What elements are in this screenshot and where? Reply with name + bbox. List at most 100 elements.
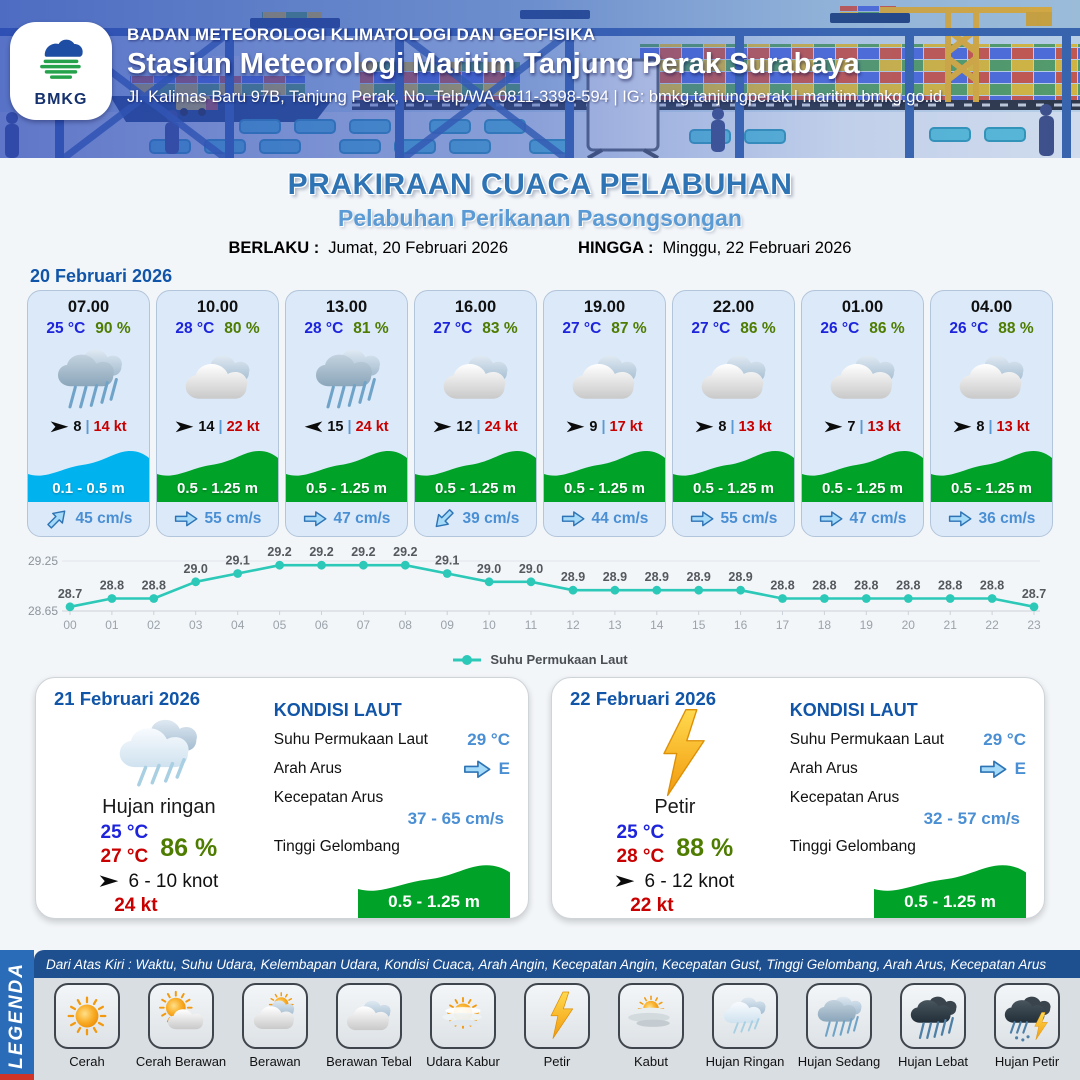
forecast-card-10.00: 10.00 28 °C 80 % 14 | 22 kt 0.5 - 1.25 m… (156, 290, 279, 537)
title-block: PRAKIRAAN CUACA PELABUHAN Pelabuhan Peri… (0, 158, 1080, 262)
legend-item: Berawan Tebal (322, 983, 416, 1076)
bmkg-logo-icon (40, 39, 83, 79)
divider: | (988, 419, 993, 435)
current-row: 44 cm/s (544, 502, 665, 536)
wave-height-value: 0.5 - 1.25 m (904, 891, 996, 911)
svg-text:18: 18 (818, 618, 832, 632)
wind-speed: 8 (73, 419, 82, 435)
air-temperature: 26 °C (949, 320, 989, 337)
legend-icon-box (994, 983, 1060, 1049)
divider: | (476, 419, 481, 435)
day-card-date: 22 Februari 2026 (570, 688, 717, 709)
day-weather-condition (570, 706, 780, 797)
wave-height-value: 0.5 - 1.25 m (435, 480, 516, 497)
legend-item-label: Berawan (249, 1054, 301, 1069)
wind-row: 9 | 17 kt (566, 419, 643, 435)
wind-speed: 12 (456, 419, 473, 435)
legend-note: Dari Atas Kiri : Waktu, Suhu Udara, Kele… (34, 950, 1080, 978)
svg-text:03: 03 (189, 618, 203, 632)
wave-shape (358, 864, 510, 918)
svg-text:29.25: 29.25 (28, 554, 58, 568)
svg-text:01: 01 (105, 618, 119, 632)
wind-row: 6 - 12 knot (570, 871, 780, 893)
weather-icon-berawan-tebal (443, 355, 507, 399)
current-dir-label: Arah Arus (789, 760, 858, 778)
valid-from-value: Jumat, 20 Februari 2026 (328, 239, 509, 257)
validity-dates: BERLAKU : Jumat, 20 Februari 2026 HINGGA… (0, 239, 1080, 258)
gust-speed: 13 kt (738, 419, 772, 435)
wave-shape (544, 451, 665, 502)
svg-text:08: 08 (399, 618, 413, 632)
svg-text:07: 07 (357, 618, 371, 632)
weather-condition (567, 339, 643, 417)
legend-item: Cerah Berawan (134, 983, 228, 1076)
current-direction-icon (463, 760, 491, 779)
legend-icon-box (54, 983, 120, 1049)
svg-text:28.8: 28.8 (938, 579, 962, 593)
svg-text:28.8: 28.8 (896, 579, 920, 593)
svg-text:21: 21 (944, 618, 958, 632)
chart-legend-marker-icon (453, 654, 482, 665)
weather-icon-kabut (628, 995, 670, 1027)
wind-direction-icon (954, 421, 972, 433)
svg-text:28.9: 28.9 (687, 570, 711, 584)
station-address: Jl. Kalimas Baru 97B, Tanjung Perak, No.… (127, 88, 943, 106)
current-speed-label: Kecepatan Arus (273, 788, 384, 806)
wave-height-value: 0.5 - 1.25 m (177, 480, 258, 497)
temp-min: 25 °C (616, 822, 665, 843)
legend-icon-box (900, 983, 966, 1049)
svg-text:28.9: 28.9 (645, 570, 669, 584)
wind-row: 12 | 24 kt (433, 419, 518, 435)
svg-text:11: 11 (525, 618, 538, 632)
legend-item: Petir (510, 983, 604, 1076)
forecast-card-19.00: 19.00 27 °C 87 % 9 | 17 kt 0.5 - 1.25 m … (543, 290, 666, 537)
weather-icon-berawan-tebal (959, 355, 1023, 399)
air-temperature: 28 °C (175, 320, 215, 337)
humidity: 90 % (95, 320, 131, 337)
wave-height-value: 0.5 - 1.25 m (306, 480, 387, 497)
weather-condition (954, 339, 1030, 417)
legend-icon-box (242, 983, 308, 1049)
weather-icon-hujan-petir (1004, 996, 1051, 1042)
wind-range: 6 - 10 knot (128, 870, 219, 892)
wind-speed: 8 (718, 419, 727, 435)
current-direction-icon (819, 511, 843, 527)
air-temperature: 27 °C (433, 320, 473, 337)
svg-text:22: 22 (985, 618, 999, 632)
svg-text:05: 05 (273, 618, 287, 632)
wind-direction-icon (176, 421, 194, 433)
agency-name: BADAN METEOROLOGI KLIMATOLOGI DAN GEOFIS… (127, 25, 596, 44)
temp-max: 27 °C (100, 845, 149, 867)
wind-row: 8 | 14 kt (50, 419, 127, 435)
humidity: 83 % (482, 320, 518, 337)
divider: | (730, 419, 735, 435)
legend-item: Kabut (604, 983, 698, 1076)
valid-to-label: HINGGA : (578, 239, 654, 257)
condition-name: Petir (654, 796, 696, 818)
current-dir-value: E (979, 759, 1026, 780)
wind-direction-icon (434, 421, 452, 433)
current-speed-value: 32 - 57 cm/s (923, 808, 1020, 828)
legend-item-label: Cerah (69, 1054, 105, 1069)
forecast-time: 04.00 (970, 298, 1013, 316)
wave-height: 0.5 - 1.25 m (544, 444, 665, 502)
current-row: 45 cm/s (28, 502, 149, 536)
wave-height-value: 0.5 - 1.25 m (693, 480, 774, 497)
wind-row: 6 - 10 knot (54, 871, 264, 893)
condition-name: Hujan ringan (102, 796, 216, 818)
wind-row: 14 | 22 kt (175, 419, 260, 435)
legend-item: Udara Kabur (416, 983, 510, 1076)
forecast-card-07.00: 07.00 25 °C 90 % 8 | 14 kt 0.1 - 0.5 m 4… (27, 290, 150, 537)
forecast-time: 13.00 (325, 298, 368, 316)
divider: | (859, 419, 864, 435)
legend-bar: LEGENDA Dari Atas Kiri : Waktu, Suhu Uda… (0, 950, 1080, 1080)
legend-icon-box (524, 983, 590, 1049)
wind-direction-icon (305, 421, 323, 433)
current-speed-label: Kecepatan Arus (789, 788, 900, 806)
legend-item-label: Petir (543, 1054, 571, 1069)
current-direction-icon (690, 511, 714, 527)
forecast-time: 07.00 (67, 298, 110, 316)
page-subtitle: Pelabuhan Perikanan Pasongsongan (338, 205, 742, 231)
weather-condition (51, 339, 127, 417)
current-speed: 55 cm/s (204, 510, 262, 527)
